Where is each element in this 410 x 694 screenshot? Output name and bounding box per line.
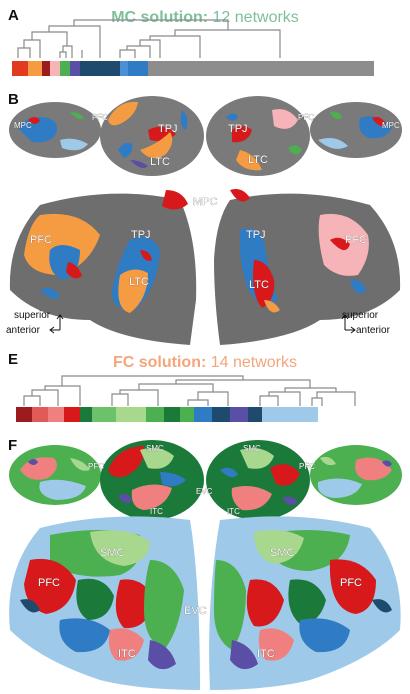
colorbar-mc-segment bbox=[148, 61, 374, 76]
orient-anterior-left: anterior bbox=[6, 325, 41, 336]
label-mpc-right: MPC bbox=[382, 121, 400, 130]
panel-e-title-bold: FC solution: bbox=[113, 354, 206, 371]
label-fc-evc-small: EVC bbox=[196, 487, 213, 496]
colorbar-mc-segment bbox=[80, 61, 98, 76]
label-fc-pfc-right-small: PFC bbox=[299, 462, 315, 471]
panel-a-title-bold: MC solution: bbox=[111, 9, 208, 26]
panel-letter-a: A bbox=[8, 7, 19, 24]
colorbar-fc-segment bbox=[80, 407, 92, 422]
panel-e-title: FC solution: 14 networks bbox=[113, 354, 297, 371]
label-fc-smc-flat-right: SMC bbox=[270, 547, 295, 559]
colorbar-fc-segment bbox=[164, 407, 180, 422]
colorbar-mc-segment bbox=[120, 61, 128, 76]
colorbar-fc-segment bbox=[230, 407, 248, 422]
colorbar-fc-segment bbox=[16, 407, 32, 422]
panel-a-title-rest: 12 networks bbox=[208, 9, 299, 26]
label-pfc-flat-right: PFC bbox=[345, 234, 367, 246]
orientation-left: superior anterior bbox=[6, 310, 64, 336]
colorbar-fc-segment bbox=[180, 407, 194, 422]
label-tpj-flat-right: TPJ bbox=[246, 229, 266, 241]
colorbar-mc-segment bbox=[70, 61, 80, 76]
colorbar-fc-segment bbox=[212, 407, 230, 422]
label-mpc-flat: MPC bbox=[193, 196, 218, 208]
orient-superior-right: superior bbox=[342, 310, 379, 321]
panel-letter-b: B bbox=[8, 91, 19, 108]
label-fc-itc-flat-left: ITC bbox=[118, 648, 136, 660]
colorbar-mc-segment bbox=[28, 61, 42, 76]
colorbar-fc-segment bbox=[248, 407, 262, 422]
label-fc-smc-left-small: SMC bbox=[146, 444, 164, 453]
colorbar-fc-segment bbox=[64, 407, 80, 422]
dendrogram-mc bbox=[17, 19, 281, 58]
colorbar-fc-segment bbox=[146, 407, 164, 422]
panel-e-title-rest: 14 networks bbox=[206, 354, 297, 371]
colorbar-mc-segment bbox=[60, 61, 70, 76]
label-ltc-right-small: LTC bbox=[248, 154, 268, 166]
colorbar-mc-segment bbox=[12, 61, 28, 76]
label-fc-pfc-left-small: PFC bbox=[88, 462, 104, 471]
colorbar-fc-segment bbox=[92, 407, 116, 422]
brain-fc-left-medial bbox=[9, 445, 101, 505]
label-tpj-flat-left: TPJ bbox=[131, 229, 151, 241]
label-mpc-left: MPC bbox=[14, 121, 32, 130]
colorbar-mc-segment bbox=[50, 61, 60, 76]
colorbar-mc bbox=[12, 61, 374, 76]
colorbar-fc-segment bbox=[48, 407, 64, 422]
flatmap-left-mc bbox=[9, 190, 197, 345]
colorbar-fc-segment bbox=[32, 407, 48, 422]
label-ltc-left-small: LTC bbox=[150, 156, 170, 168]
colorbar-mc-segment bbox=[98, 61, 120, 76]
flatmap-right-fc bbox=[209, 516, 401, 690]
colorbar-fc-segment bbox=[194, 407, 212, 422]
colorbar-mc-segment bbox=[128, 61, 148, 76]
label-fc-smc-right-small: SMC bbox=[243, 444, 261, 453]
label-fc-itc-right-small: ITC bbox=[227, 507, 240, 516]
label-fc-pfc-flat-left: PFC bbox=[38, 577, 60, 589]
dendrogram-fc bbox=[23, 375, 356, 406]
label-pfc-left-small: PFC bbox=[92, 113, 108, 122]
colorbar-fc-segment bbox=[116, 407, 146, 422]
brain-fc-right-medial bbox=[310, 445, 402, 505]
label-fc-pfc-flat-right: PFC bbox=[340, 577, 362, 589]
label-ltc-flat-right: LTC bbox=[249, 279, 269, 291]
panel-letter-f: F bbox=[8, 437, 17, 454]
panel-a-title: MC solution: 12 networks bbox=[111, 9, 299, 26]
brain-right-medial bbox=[310, 102, 402, 158]
brain-fc-right-lateral bbox=[206, 440, 310, 520]
brain-left-lateral bbox=[100, 96, 204, 176]
colorbar-fc bbox=[16, 407, 318, 422]
label-tpj-left-small: TPJ bbox=[158, 123, 178, 135]
label-fc-evc-flat: EVC bbox=[184, 605, 207, 617]
orientation-right: superior anterior bbox=[341, 310, 391, 336]
label-tpj-right-small: TPJ bbox=[228, 123, 248, 135]
colorbar-fc-segment bbox=[262, 407, 318, 422]
panel-letter-e: E bbox=[8, 351, 18, 368]
brain-fc-left-lateral bbox=[100, 440, 204, 520]
orient-superior-left: superior bbox=[14, 310, 51, 321]
brain-left-medial bbox=[9, 102, 101, 158]
label-pfc-flat-left: PFC bbox=[30, 234, 52, 246]
brain-right-lateral bbox=[206, 96, 310, 176]
orient-anterior-right: anterior bbox=[356, 325, 391, 336]
label-fc-smc-flat-left: SMC bbox=[100, 547, 125, 559]
colorbar-mc-segment bbox=[42, 61, 50, 76]
flatmap-right-mc bbox=[214, 189, 401, 345]
label-fc-itc-flat-right: ITC bbox=[257, 648, 275, 660]
flatmap-left-fc bbox=[9, 516, 201, 690]
label-ltc-flat-left: LTC bbox=[129, 276, 149, 288]
label-fc-itc-left-small: ITC bbox=[150, 507, 163, 516]
label-pfc-right-small: PFC bbox=[298, 113, 314, 122]
